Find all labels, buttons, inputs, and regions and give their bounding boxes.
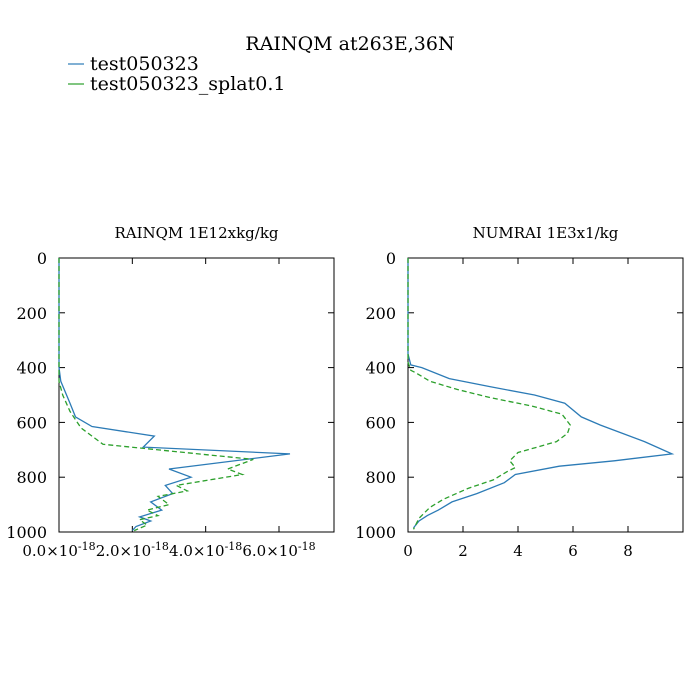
y-tick-label: 800	[16, 468, 47, 487]
y-tick-label: 200	[365, 304, 396, 323]
y-tick-label: 400	[16, 359, 47, 378]
x-tick-label: 4.0×10-18	[169, 540, 242, 560]
y-tick-label: 1000	[355, 523, 396, 542]
figure-title: RAINQM at263E,36N	[245, 33, 454, 55]
panel-numrai-series-0-line	[407, 258, 675, 529]
y-tick-label: 200	[16, 304, 47, 323]
y-tick-label: 400	[365, 359, 396, 378]
legend-label-1: test050323_splat0.1	[90, 73, 285, 95]
x-tick-label: 0	[403, 542, 413, 560]
panel-numrai: NUMRAI 1E3x1/kg 0 200 400 600 800 1000 0 2 4 6 8	[355, 224, 684, 560]
y-tick-label: 800	[365, 468, 396, 487]
panel-numrai-frame	[407, 257, 684, 533]
x-tick-label: 4	[513, 542, 523, 560]
panel-rainqm: RAINQM 1E12xkg/kg 0 200 400 600 800 10000.0×10…	[6, 224, 335, 560]
panel-rainqm-title: RAINQM 1E12xkg/kg	[114, 224, 278, 242]
y-tick-label: 0	[386, 249, 396, 268]
x-tick-label: 6.0×10-18	[242, 540, 315, 560]
x-tick-label: 6	[568, 542, 578, 560]
x-tick-label: 2.0×10-18	[96, 540, 169, 560]
y-tick-label: 600	[365, 413, 396, 432]
legend: test050323 test050323_splat0.1	[68, 53, 285, 95]
panel-rainqm-frame	[58, 257, 335, 533]
panel-rainqm-series-0-line	[58, 258, 291, 532]
panel-numrai-title: NUMRAI 1E3x1/kg	[473, 224, 619, 242]
x-tick-label: 2	[458, 542, 468, 560]
y-tick-label: 600	[16, 413, 47, 432]
x-tick-label: 8	[623, 542, 633, 560]
panel-rainqm-series-1-line	[58, 258, 254, 532]
panel-numrai-series-1-line	[407, 258, 572, 530]
y-tick-label: 0	[37, 249, 47, 268]
y-tick-label: 1000	[6, 523, 47, 542]
x-tick-label: 0.0×10-18	[22, 540, 95, 560]
legend-label-0: test050323	[90, 53, 199, 75]
